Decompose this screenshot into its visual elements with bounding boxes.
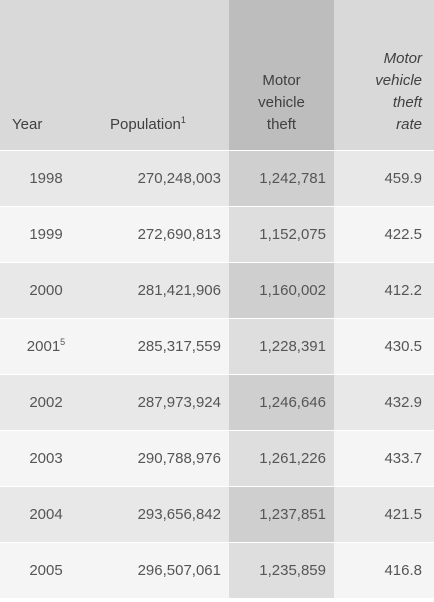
- header-mvt-line3: theft: [266, 115, 297, 133]
- header-motor-vehicle-theft-rate: Motor vehicle theft rate: [334, 0, 434, 150]
- cell-motor-vehicle-theft: 1,152,075: [229, 205, 334, 262]
- cell-theft-rate: 433.7: [334, 429, 434, 486]
- cell-motor-vehicle-theft: 1,228,391: [229, 317, 334, 374]
- cell-year-footnote: 5: [60, 336, 66, 347]
- header-rate-line4: rate: [396, 115, 422, 133]
- cell-year: 2004: [0, 485, 92, 542]
- cell-theft-rate: 432.9: [334, 373, 434, 430]
- cell-motor-vehicle-theft: 1,235,859: [229, 541, 334, 598]
- cell-year: 2003: [0, 429, 92, 486]
- cell-motor-vehicle-theft: 1,246,646: [229, 373, 334, 430]
- cell-year: 2005: [0, 541, 92, 598]
- cell-motor-vehicle-theft: 1,242,781: [229, 149, 334, 206]
- header-rate-line1: Motor: [383, 49, 422, 67]
- table-row: 2005 296,507,061 1,235,859 416.8: [0, 541, 434, 598]
- table-row: 2002 287,973,924 1,246,646 432.9: [0, 373, 434, 430]
- header-rate-line2: vehicle: [375, 71, 422, 89]
- cell-year: 2000: [0, 261, 92, 318]
- cell-motor-vehicle-theft: 1,160,002: [229, 261, 334, 318]
- cell-year: 1999: [0, 205, 92, 262]
- cell-theft-rate: 430.5: [334, 317, 434, 374]
- cell-year-value: 2003: [29, 449, 63, 467]
- cell-year-value: 2004: [29, 505, 63, 523]
- header-population-label: Population: [110, 115, 181, 133]
- cell-year-value: 2005: [29, 561, 63, 579]
- table-row: 2003 290,788,976 1,261,226 433.7: [0, 429, 434, 486]
- header-motor-vehicle-theft: Motor vehicle theft: [229, 0, 334, 150]
- header-row: Year Population1 Motor vehicle theft Motor…: [0, 0, 434, 150]
- cell-population: 285,317,559: [92, 317, 229, 374]
- cell-population: 287,973,924: [92, 373, 229, 430]
- header-population-footnote: 1: [180, 114, 186, 125]
- cell-theft-rate: 412.2: [334, 261, 434, 318]
- cell-year-value: 1999: [29, 225, 63, 243]
- table-row: 1999 272,690,813 1,152,075 422.5: [0, 205, 434, 262]
- cell-population: 293,656,842: [92, 485, 229, 542]
- cell-population: 296,507,061: [92, 541, 229, 598]
- table-row: 2000 281,421,906 1,160,002 412.2: [0, 261, 434, 318]
- header-rate-line3: theft: [392, 93, 422, 111]
- cell-year-value: 2000: [29, 281, 63, 299]
- cell-population: 270,248,003: [92, 149, 229, 206]
- cell-year: 1998: [0, 149, 92, 206]
- table-row: 20015 285,317,559 1,228,391 430.5: [0, 317, 434, 374]
- header-year-label: Year: [12, 115, 43, 133]
- cell-motor-vehicle-theft: 1,237,851: [229, 485, 334, 542]
- cell-population: 272,690,813: [92, 205, 229, 262]
- cell-year-value: 2001: [26, 337, 61, 355]
- cell-theft-rate: 459.9: [334, 149, 434, 206]
- cell-population: 281,421,906: [92, 261, 229, 318]
- header-mvt-line2: vehicle: [258, 93, 305, 111]
- header-mvt-line1: Motor: [262, 71, 301, 89]
- cell-year-value: 1998: [29, 169, 63, 187]
- cell-year: 20015: [0, 317, 92, 374]
- cell-year: 2002: [0, 373, 92, 430]
- cell-population: 290,788,976: [92, 429, 229, 486]
- cell-year-value: 2002: [29, 393, 63, 411]
- table-row: 2004 293,656,842 1,237,851 421.5: [0, 485, 434, 542]
- table-row: 1998 270,248,003 1,242,781 459.9: [0, 149, 434, 206]
- header-year: Year: [0, 0, 92, 150]
- cell-theft-rate: 422.5: [334, 205, 434, 262]
- cell-theft-rate: 421.5: [334, 485, 434, 542]
- header-population: Population1: [92, 0, 229, 150]
- cell-motor-vehicle-theft: 1,261,226: [229, 429, 334, 486]
- cell-theft-rate: 416.8: [334, 541, 434, 598]
